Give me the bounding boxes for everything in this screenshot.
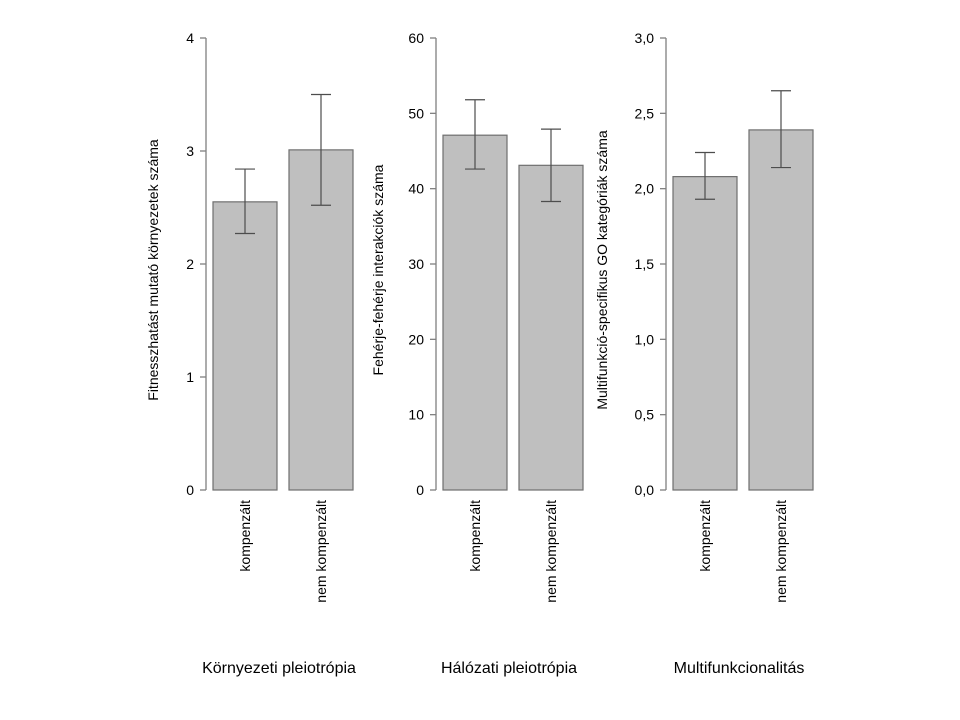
y-tick-label: 0 — [416, 482, 424, 498]
panel-title: Multifunkcionalitás — [674, 660, 805, 677]
bar — [442, 134, 508, 491]
y-tick-label: 2 — [186, 256, 194, 272]
panel-title: Környezeti pleiotrópia — [202, 660, 356, 677]
y-axis-title: Multifunkció-specifikus GO kategóriák sz… — [594, 130, 610, 410]
bar — [212, 201, 278, 491]
category-label: nem kompenzált — [313, 500, 329, 603]
category-label: nem kompenzált — [543, 500, 559, 603]
y-axis-title: Fehérje-fehérje interakciók száma — [370, 164, 386, 375]
y-tick-label: 0,5 — [635, 407, 655, 423]
y-tick-label: 40 — [408, 181, 424, 197]
y-tick-label: 0,0 — [635, 482, 655, 498]
y-axis-title: Fitnesszhatást mutató környezetek száma — [145, 139, 161, 401]
y-tick-label: 2,5 — [635, 105, 655, 121]
y-tick-label: 2,0 — [635, 181, 655, 197]
y-tick-label: 1,5 — [635, 256, 655, 272]
y-tick-label: 60 — [408, 30, 424, 46]
bar — [748, 129, 814, 491]
bar — [672, 176, 738, 491]
category-label: kompenzált — [697, 500, 713, 572]
y-tick-label: 50 — [408, 105, 424, 121]
category-label: kompenzált — [467, 500, 483, 572]
y-tick-label: 4 — [186, 30, 194, 46]
category-label: kompenzált — [237, 500, 253, 572]
y-tick-label: 0 — [186, 482, 194, 498]
chart-panel-1: 0 1 2 3 4 kompenzált nem kompenzált Fitnesszhat… — [145, 30, 356, 677]
panel-title: Hálózati pleiotrópia — [441, 660, 577, 677]
bar — [288, 149, 354, 491]
y-tick-label: 1,0 — [635, 331, 655, 347]
y-tick-label: 20 — [408, 331, 424, 347]
bar — [518, 164, 584, 491]
y-tick-label: 1 — [186, 369, 194, 385]
y-tick-label: 3,0 — [635, 30, 655, 46]
category-label: nem kompenzált — [773, 500, 789, 603]
chart-panel-2: 0 10 20 30 40 50 60 kompenzált nem kompenzált Feh… — [370, 30, 584, 677]
y-tick-label: 10 — [408, 407, 424, 423]
y-tick-label: 3 — [186, 143, 194, 159]
y-tick-label: 30 — [408, 256, 424, 272]
chart-panel-3: 0,0 0,5 1,0 1,5 2,0 2,5 3,0 kompenzált nem kompe… — [594, 30, 814, 677]
